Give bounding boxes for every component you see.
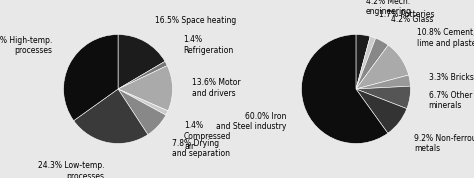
Text: 16.5% Space heating: 16.5% Space heating bbox=[155, 16, 236, 25]
Wedge shape bbox=[118, 35, 165, 89]
Wedge shape bbox=[301, 35, 388, 143]
Wedge shape bbox=[118, 61, 167, 89]
Wedge shape bbox=[356, 89, 407, 133]
Text: 6.7% Other
minerals: 6.7% Other minerals bbox=[428, 91, 472, 110]
Wedge shape bbox=[356, 45, 409, 89]
Text: 1.7% Potteries: 1.7% Potteries bbox=[379, 10, 434, 19]
Text: 24.3% Low-temp.
processes: 24.3% Low-temp. processes bbox=[38, 161, 104, 178]
Wedge shape bbox=[118, 89, 168, 115]
Wedge shape bbox=[118, 66, 173, 111]
Wedge shape bbox=[356, 75, 410, 89]
Wedge shape bbox=[64, 35, 118, 121]
Text: 10.8% Cement,
lime and plaster: 10.8% Cement, lime and plaster bbox=[417, 28, 474, 48]
Wedge shape bbox=[356, 35, 370, 89]
Wedge shape bbox=[118, 89, 166, 135]
Text: 9.2% Non-ferrous
metals: 9.2% Non-ferrous metals bbox=[414, 134, 474, 153]
Wedge shape bbox=[356, 86, 410, 109]
Text: 34.8% High-temp.
processes: 34.8% High-temp. processes bbox=[0, 36, 53, 55]
Text: 4.2% Glass: 4.2% Glass bbox=[392, 15, 434, 25]
Wedge shape bbox=[356, 38, 388, 89]
Text: 1.4%
Compressed
air: 1.4% Compressed air bbox=[184, 121, 231, 151]
Wedge shape bbox=[73, 89, 148, 143]
Text: 7.8% Drying
and separation: 7.8% Drying and separation bbox=[172, 139, 230, 158]
Text: 13.6% Motor
and drivers: 13.6% Motor and drivers bbox=[191, 78, 240, 98]
Text: 60.0% Iron
and Steel industry: 60.0% Iron and Steel industry bbox=[216, 112, 286, 131]
Wedge shape bbox=[356, 36, 376, 89]
Text: 1.4%
Refrigeration: 1.4% Refrigeration bbox=[183, 35, 233, 54]
Text: 3.3% Bricks: 3.3% Bricks bbox=[428, 73, 474, 82]
Text: 4.2% Mech.
engineering: 4.2% Mech. engineering bbox=[365, 0, 411, 16]
